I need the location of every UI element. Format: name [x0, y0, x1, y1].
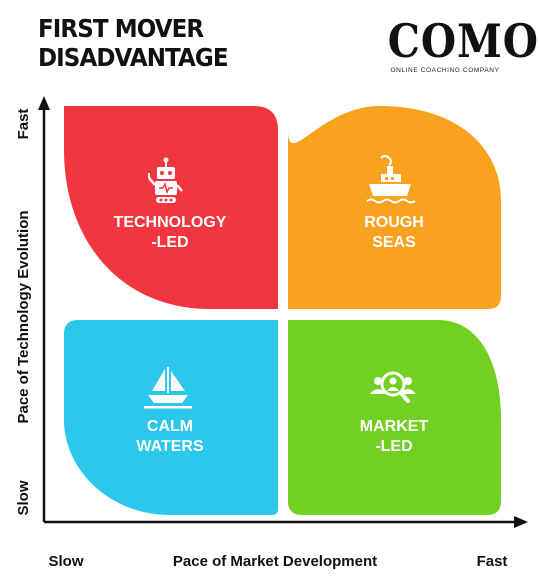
quadrant-market-led: MARKET -LED: [288, 320, 501, 515]
y-axis-min-label: Slow: [15, 480, 32, 515]
sailboat-icon: [144, 367, 192, 409]
calm-waters-label-line-2: WATERS: [136, 438, 204, 455]
market-led-label-line-1: MARKET: [360, 418, 429, 435]
y-axis-max-label: Fast: [15, 109, 32, 140]
x-axis-arrow: [514, 516, 528, 528]
diagram-title: FIRST MOVER DISADVANTAGE: [38, 14, 229, 72]
brand-tagline: ONLINE COACHING COMPANY: [390, 67, 500, 74]
market-led-petal: [288, 320, 501, 515]
technology-led-label-line-1: TECHNOLOGY: [114, 214, 227, 231]
ship-icon: [366, 155, 416, 204]
title-line-2: DISADVANTAGE: [38, 43, 229, 72]
technology-led-petal: [64, 106, 278, 309]
quadrant-calm-waters: CALM WATERS: [64, 320, 278, 515]
x-axis-title: Pace of Market Development: [173, 553, 377, 570]
calm-waters-petal: [64, 320, 278, 515]
rough-seas-petal: [288, 106, 501, 309]
quadrant-rough-seas: ROUGH SEAS: [288, 106, 501, 309]
robot-icon: [148, 157, 183, 203]
title-line-1: FIRST MOVER: [38, 14, 204, 43]
rough-seas-label-line-1: ROUGH: [364, 214, 424, 231]
x-axis-min-label: Slow: [48, 553, 83, 570]
y-axis-arrow: [38, 96, 50, 110]
people-search-icon: [370, 371, 416, 403]
quadrant-technology-led: TECHNOLOGY -LED: [64, 106, 278, 309]
rough-seas-label-line-2: SEAS: [372, 234, 416, 251]
axes: [38, 96, 528, 528]
technology-led-label-line-2: -LED: [151, 234, 188, 251]
market-led-label-line-2: -LED: [375, 438, 412, 455]
x-axis-max-label: Fast: [477, 553, 508, 570]
calm-waters-label-line-1: CALM: [147, 418, 193, 435]
y-axis-title: Pace of Technology Evolution: [15, 210, 32, 423]
